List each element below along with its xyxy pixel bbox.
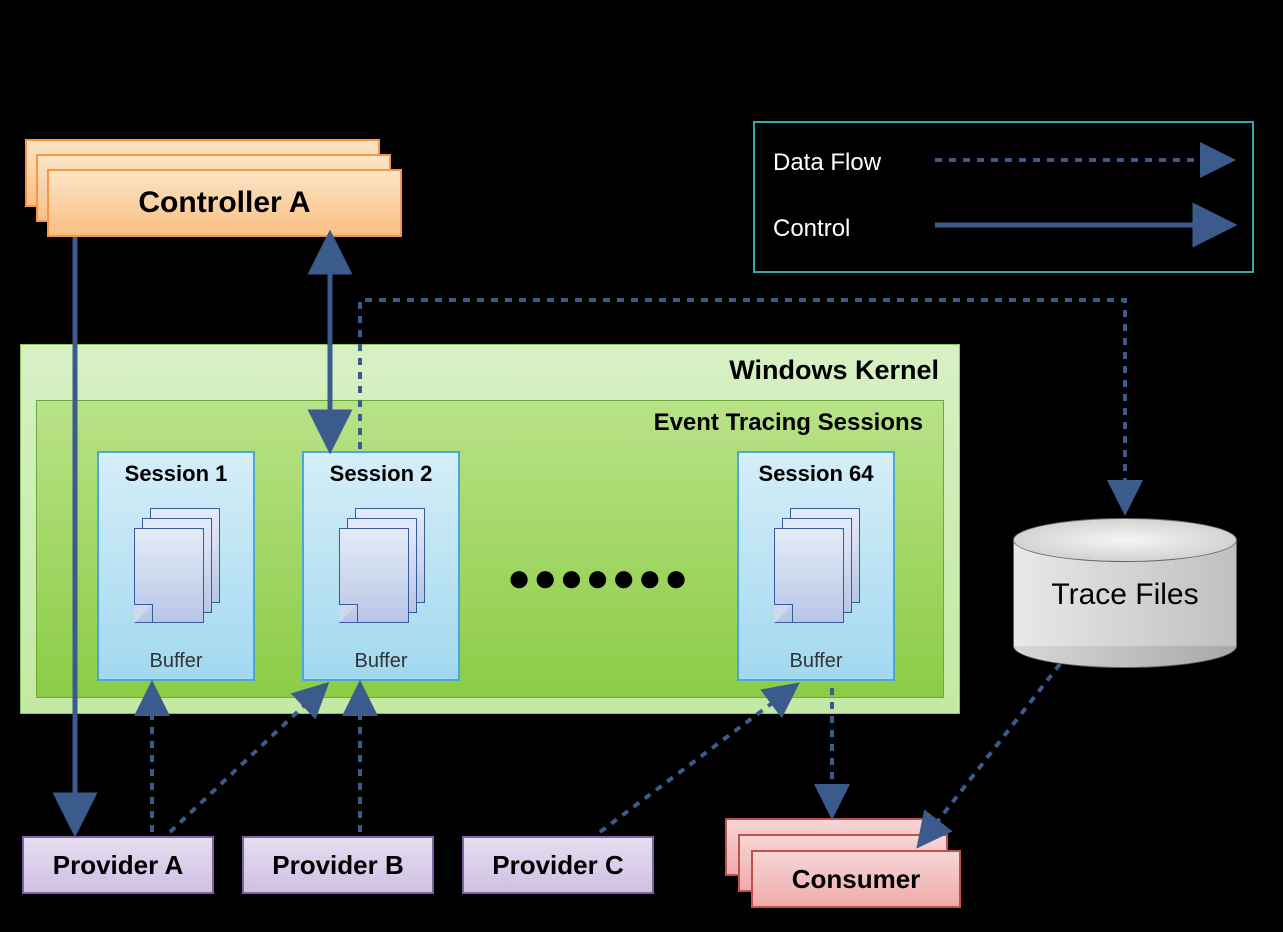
provider-b-label: Provider B — [272, 850, 404, 881]
session-64-box: Session 64 Buffer — [737, 451, 895, 681]
consumer-label: Consumer — [792, 864, 921, 895]
session-2-buffer-label: Buffer — [304, 650, 458, 673]
trace-files-cylinder: Trace Files — [1013, 518, 1237, 668]
legend-dataflow-label: Data Flow — [755, 149, 930, 177]
session-1-buffer-label: Buffer — [99, 650, 253, 673]
sessions-ellipsis: ●●●●●●● — [507, 556, 690, 601]
trace-files-label: Trace Files — [1013, 578, 1237, 612]
provider-a-label: Provider A — [53, 850, 184, 881]
session-64-buffer-icon — [774, 508, 864, 628]
sessions-container: Event Tracing Sessions Session 1 Buffer … — [36, 400, 944, 698]
controller-label: Controller A — [138, 186, 310, 220]
diagram-canvas: Controller A Data Flow Control Windows K… — [0, 0, 1283, 932]
session-1-buffer-icon — [134, 508, 224, 628]
session-2-box: Session 2 Buffer — [302, 451, 460, 681]
kernel-title: Windows Kernel — [729, 355, 939, 386]
legend-box: Data Flow Control — [753, 121, 1254, 273]
kernel-container: Windows Kernel Event Tracing Sessions Se… — [20, 344, 960, 714]
sessions-title: Event Tracing Sessions — [654, 409, 923, 437]
provider-c-box: Provider C — [462, 836, 654, 894]
session-64-label: Session 64 — [739, 461, 893, 487]
session-2-label: Session 2 — [304, 461, 458, 487]
controller-box: Controller A — [47, 169, 402, 237]
consumer-box: Consumer — [751, 850, 961, 908]
session-1-box: Session 1 Buffer — [97, 451, 255, 681]
session-2-buffer-icon — [339, 508, 429, 628]
provider-c-label: Provider C — [492, 850, 624, 881]
session-1-label: Session 1 — [99, 461, 253, 487]
provider-a-box: Provider A — [22, 836, 214, 894]
session-64-buffer-label: Buffer — [739, 650, 893, 673]
legend-control-label: Control — [755, 215, 930, 243]
provider-b-box: Provider B — [242, 836, 434, 894]
